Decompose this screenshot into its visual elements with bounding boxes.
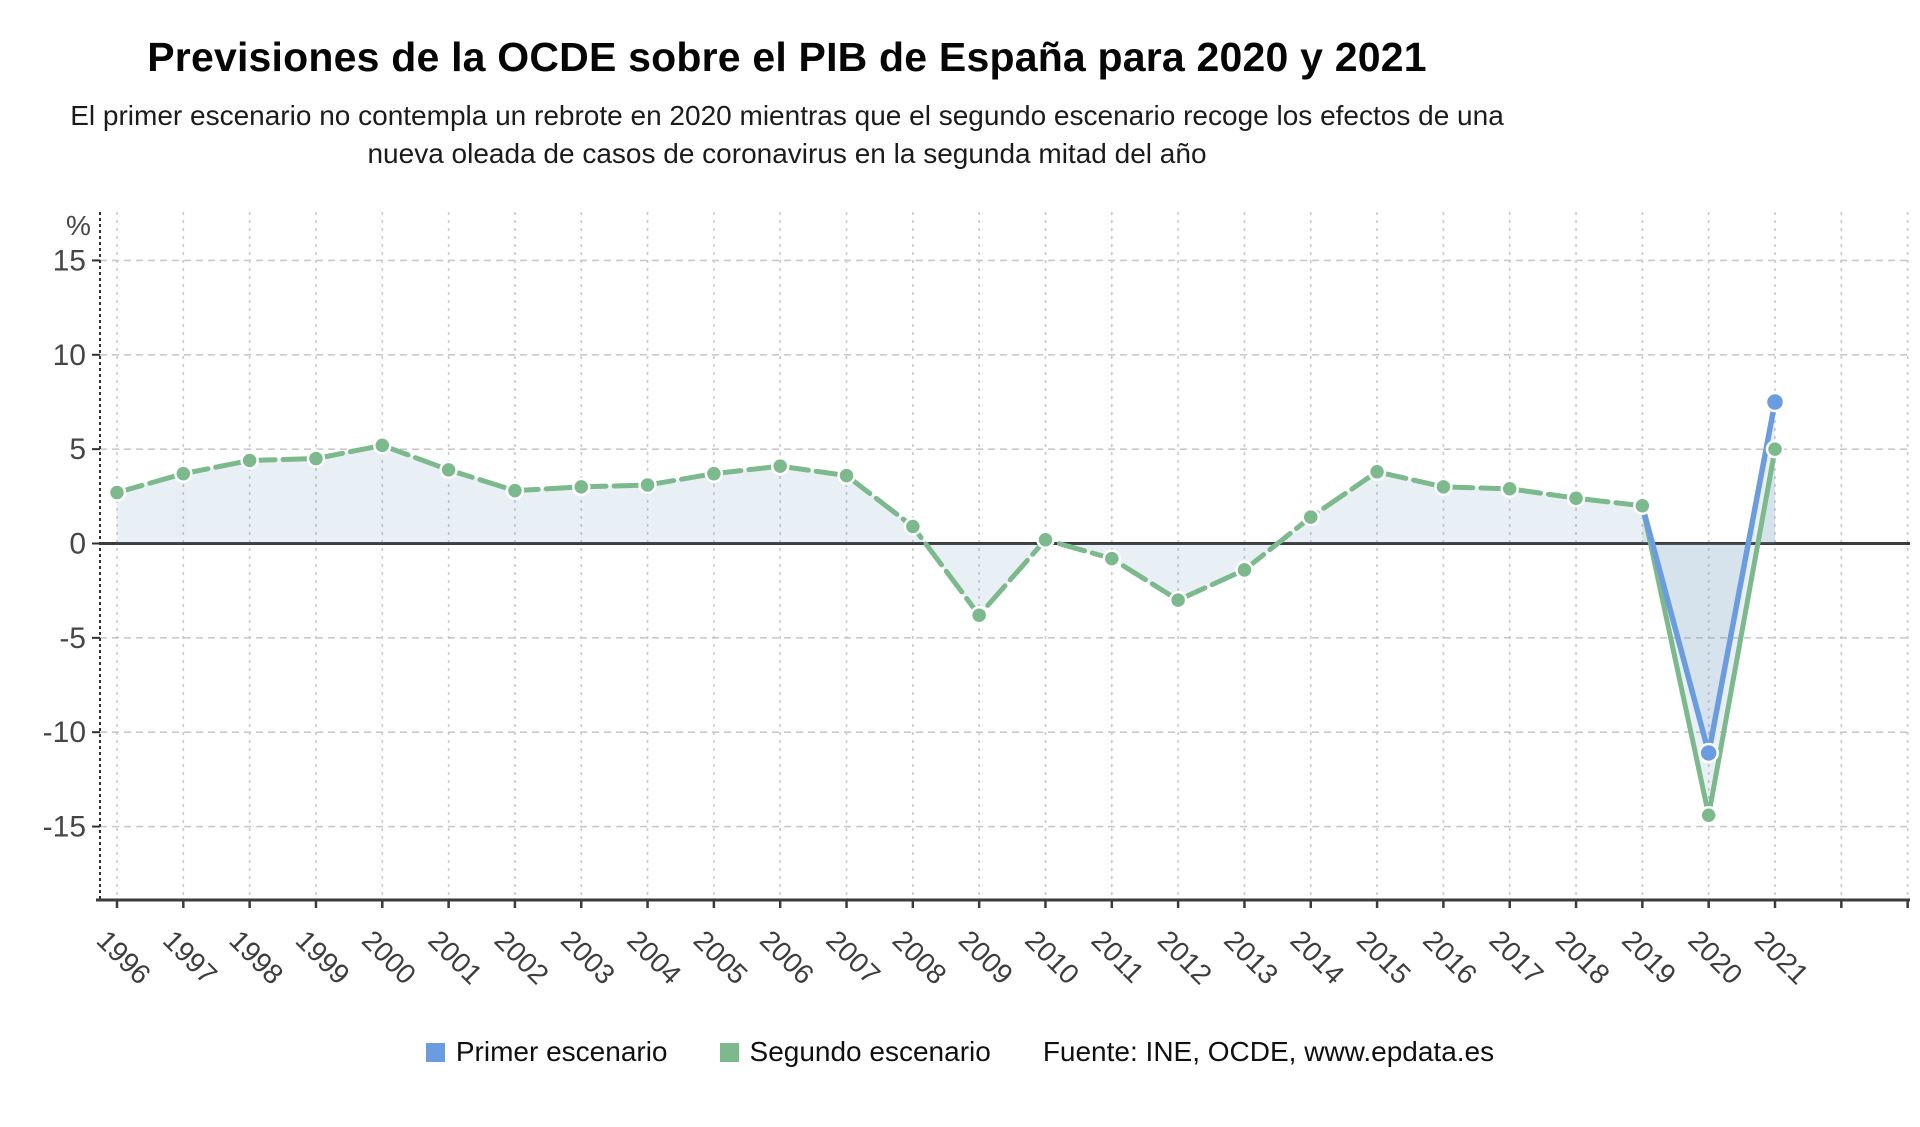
svg-text:%: % [66,210,91,241]
svg-text:2006: 2006 [754,924,820,990]
svg-text:2008: 2008 [887,924,953,990]
svg-text:2011: 2011 [1086,924,1151,989]
svg-text:1999: 1999 [290,924,356,990]
svg-text:2004: 2004 [621,924,687,990]
svg-text:2019: 2019 [1616,924,1682,990]
axes [92,212,1910,908]
legend-item-primer-escenario[interactable]: Primer escenario [425,1036,668,1068]
svg-text:1997: 1997 [157,924,223,990]
chart-title: Previsiones de la OCDE sobre el PIB de E… [147,34,1427,80]
segundo-escenario-swatch-icon [719,1042,739,1062]
svg-text:2000: 2000 [356,924,422,990]
svg-text:15: 15 [53,244,86,277]
svg-text:2012: 2012 [1152,924,1218,990]
svg-text:2021: 2021 [1749,924,1815,990]
svg-text:2010: 2010 [1019,924,1085,990]
chart-legend: Primer escenario Segundo escenario Fuent… [0,1036,1920,1068]
series-areas [117,401,1775,816]
svg-text:2016: 2016 [1417,924,1483,990]
svg-text:2020: 2020 [1682,924,1748,990]
svg-text:2018: 2018 [1550,924,1616,990]
svg-text:2002: 2002 [489,924,555,990]
legend-label-primer: Primer escenario [455,1036,668,1067]
legend-item-segundo-escenario[interactable]: Segundo escenario [719,1036,991,1068]
svg-text:5: 5 [69,433,86,466]
legend-label-segundo: Segundo escenario [749,1036,991,1067]
gridlines [100,212,1910,900]
svg-text:1996: 1996 [91,924,157,990]
primer-escenario-swatch-icon [425,1042,445,1062]
svg-text:2005: 2005 [688,924,754,990]
series-markers [107,391,1786,825]
svg-text:2007: 2007 [820,924,886,990]
svg-text:2015: 2015 [1351,924,1417,990]
svg-text:-15: -15 [43,811,86,844]
svg-text:2014: 2014 [1285,924,1351,990]
svg-text:2017: 2017 [1483,924,1549,990]
svg-text:2009: 2009 [953,924,1019,990]
svg-text:1998: 1998 [223,924,289,990]
svg-text:0: 0 [69,528,86,561]
chart-subtitle: El primer escenario no contempla un rebr… [70,100,1504,169]
svg-text:2003: 2003 [555,924,621,990]
svg-text:2001: 2001 [422,924,488,990]
svg-text:-10: -10 [43,716,86,749]
svg-text:-5: -5 [59,622,86,655]
svg-text:2013: 2013 [1218,924,1284,990]
chart-header: Previsiones de la OCDE sobre el PIB de E… [37,34,1537,173]
source-text: Fuente: INE, OCDE, www.epdata.es [1042,1036,1495,1067]
svg-text:10: 10 [53,339,86,372]
